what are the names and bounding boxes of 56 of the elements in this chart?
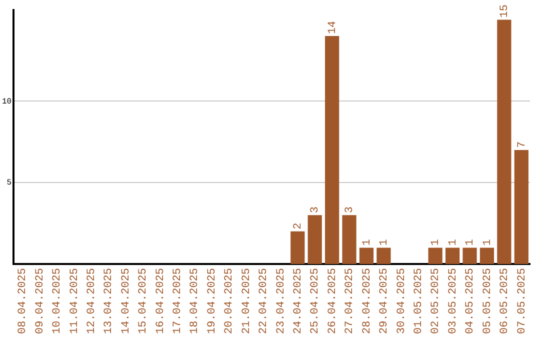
bar [376,248,391,264]
bar [342,215,356,264]
bar [514,150,528,264]
data-label: 1 [464,238,477,246]
data-label: 1 [378,238,391,246]
y-tick-label: 5 [6,178,12,188]
bar [290,231,305,264]
bar [445,248,460,264]
x-tick-label: 12.04.2025 [86,268,98,334]
x-tick-label: 24.04.2025 [292,268,305,334]
x-tick-label: 09.04.2025 [34,268,46,334]
x-tick-label: 23.04.2025 [275,268,288,334]
x-tick-label: 01.05.2025 [413,268,426,334]
x-tick-label: 15.04.2025 [138,268,150,334]
data-label: 3 [344,206,356,214]
bar [462,248,477,264]
x-tick-label: 21.04.2025 [240,268,253,334]
x-tick-label: 25.04.2025 [310,268,322,334]
x-tick-label: 13.04.2025 [103,268,116,334]
bar [324,36,340,264]
data-label: 7 [516,141,528,148]
x-tick-label: 28.04.2025 [361,268,374,334]
data-label: 1 [482,238,494,246]
x-tick-label: 02.05.2025 [430,268,442,334]
data-label: 1 [447,238,460,246]
x-tick-label: 29.04.2025 [378,268,391,334]
data-label: 1 [361,238,374,246]
x-tick-label: 19.04.2025 [206,268,218,334]
x-tick-label: 06.05.2025 [499,268,512,334]
bar [497,20,512,264]
bar [428,248,442,264]
x-tick-label: 18.04.2025 [189,268,202,334]
x-tick-label: 04.05.2025 [464,268,477,334]
x-tick-label: 20.04.2025 [224,268,236,334]
x-tick-label: 17.04.2025 [172,268,184,334]
x-tick-label: 07.05.2025 [516,268,528,334]
x-tick-label: 22.04.2025 [258,268,270,334]
data-label: 3 [310,206,322,214]
data-label: 2 [292,222,305,230]
bar [308,215,322,264]
x-tick-label: 14.04.2025 [120,268,132,334]
x-tick-label: 30.04.2025 [396,268,408,334]
data-label: 14 [326,20,339,34]
data-label: 15 [499,4,512,18]
x-tick-label: 27.04.2025 [344,268,356,334]
x-tick-label: 03.05.2025 [447,268,460,334]
bar [480,248,494,264]
x-tick-label: 08.04.2025 [17,268,30,334]
data-label: 1 [430,238,442,246]
x-tick-label: 05.05.2025 [482,268,494,334]
bar [359,248,374,264]
x-tick-label: 10.04.2025 [52,268,64,334]
x-tick-label: 26.04.2025 [326,268,339,334]
y-tick-label: 10 [2,97,12,106]
x-tick-label: 16.04.2025 [154,268,167,334]
x-tick-label: 11.04.2025 [68,268,81,334]
